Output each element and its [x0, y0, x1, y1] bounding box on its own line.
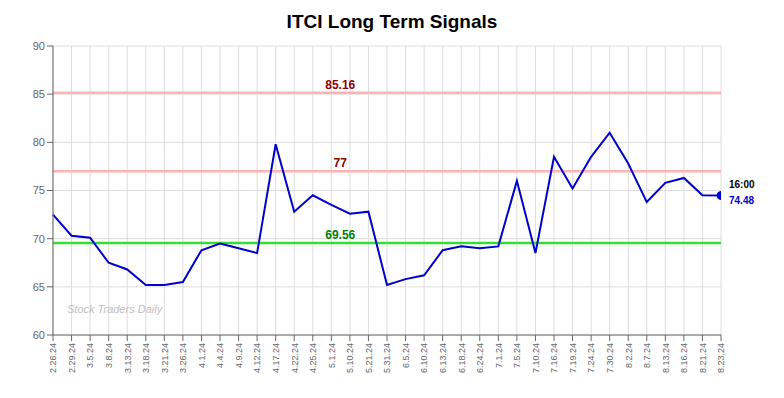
svg-text:16:00: 16:00	[729, 179, 755, 190]
svg-text:8.16.24: 8.16.24	[679, 343, 689, 373]
svg-text:7.30.24: 7.30.24	[605, 343, 615, 373]
svg-text:60: 60	[33, 329, 45, 341]
svg-text:85.16: 85.16	[325, 78, 355, 92]
svg-text:6.13.24: 6.13.24	[438, 343, 448, 373]
svg-text:3.13.24: 3.13.24	[123, 343, 133, 373]
svg-text:4.9.24: 4.9.24	[234, 343, 244, 368]
svg-text:3.21.24: 3.21.24	[160, 343, 170, 373]
svg-text:6.24.24: 6.24.24	[475, 343, 485, 373]
svg-text:5.10.24: 5.10.24	[345, 343, 355, 373]
svg-text:5.31.24: 5.31.24	[382, 343, 392, 373]
svg-text:8.13.24: 8.13.24	[661, 343, 671, 373]
svg-text:3.8.24: 3.8.24	[104, 343, 114, 368]
svg-text:7.16.24: 7.16.24	[549, 343, 559, 373]
svg-text:2.26.24: 2.26.24	[48, 343, 58, 373]
html-text:Stock Traders Daily: Stock Traders Daily	[67, 303, 163, 315]
svg-text:74.48: 74.48	[729, 195, 754, 206]
svg-text:7.10.24: 7.10.24	[531, 343, 541, 373]
svg-text:4.22.24: 4.22.24	[290, 343, 300, 373]
svg-text:2.29.24: 2.29.24	[67, 343, 77, 373]
svg-text:4.12.24: 4.12.24	[253, 343, 263, 373]
svg-text:4.17.24: 4.17.24	[271, 343, 281, 373]
svg-text:5.1.24: 5.1.24	[327, 343, 337, 368]
svg-text:80: 80	[33, 136, 45, 148]
svg-text:77: 77	[334, 156, 348, 170]
svg-text:7.1.24: 7.1.24	[494, 343, 504, 368]
svg-text:4.1.24: 4.1.24	[197, 343, 207, 368]
html-text:ITCI Long Term Signals: ITCI Long Term Signals	[286, 11, 498, 32]
svg-text:4.4.24: 4.4.24	[215, 343, 225, 368]
svg-text:85: 85	[33, 88, 45, 100]
svg-text:8.21.24: 8.21.24	[698, 343, 708, 373]
svg-text:6.5.24: 6.5.24	[401, 343, 411, 368]
svg-text:7.24.24: 7.24.24	[587, 343, 597, 373]
svg-text:8.2.24: 8.2.24	[624, 343, 634, 368]
svg-text:7.19.24: 7.19.24	[568, 343, 578, 373]
svg-text:6.10.24: 6.10.24	[420, 343, 430, 373]
svg-text:3.18.24: 3.18.24	[141, 343, 151, 373]
svg-text:3.26.24: 3.26.24	[178, 343, 188, 373]
svg-text:7.5.24: 7.5.24	[512, 343, 522, 368]
svg-text:65: 65	[33, 281, 45, 293]
svg-text:90: 90	[33, 40, 45, 52]
svg-text:3.5.24: 3.5.24	[86, 343, 96, 368]
svg-text:8.23.24: 8.23.24	[716, 343, 726, 373]
svg-text:5.21.24: 5.21.24	[364, 343, 374, 373]
svg-text:75: 75	[33, 184, 45, 196]
svg-text:69.56: 69.56	[325, 228, 355, 242]
svg-text:8.7.24: 8.7.24	[642, 343, 652, 368]
svg-text:70: 70	[33, 233, 45, 245]
svg-text:4.25.24: 4.25.24	[308, 343, 318, 373]
svg-text:6.18.24: 6.18.24	[457, 343, 467, 373]
